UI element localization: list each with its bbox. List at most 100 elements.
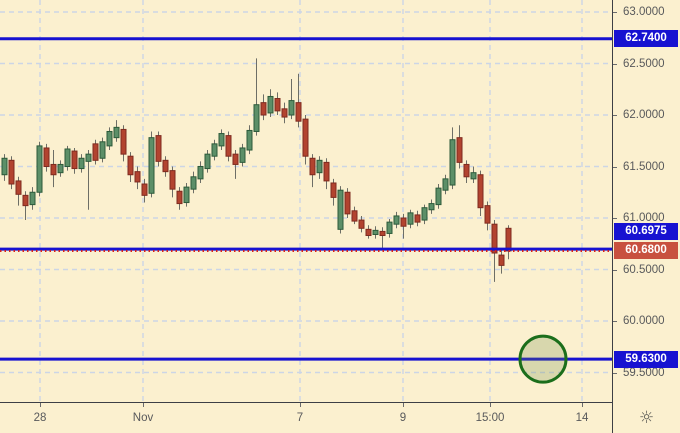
time-tick-mark <box>403 403 404 407</box>
candle-body-up <box>449 139 456 186</box>
price-tick-label: 60.5000 <box>623 263 665 276</box>
time-tick-label: Nov <box>132 412 154 424</box>
candle-body-down <box>232 153 239 165</box>
candle-body-down <box>155 135 162 162</box>
candle-body-down <box>379 230 386 237</box>
candle-body-up <box>337 189 344 230</box>
candle-body-down <box>92 143 99 161</box>
circle-annotation[interactable] <box>518 334 568 384</box>
price-tick-mark <box>613 218 617 219</box>
candle-body-down <box>414 214 421 223</box>
candle-body-up <box>288 100 295 116</box>
candle-body-up <box>57 163 64 174</box>
candle-body-down <box>344 191 351 215</box>
candle-body-down <box>323 161 330 182</box>
candle-body-up <box>190 176 197 190</box>
price-tick-label: 61.0000 <box>623 212 665 224</box>
time-axis[interactable]: 28 Nov 7 9 15:00 14 <box>0 403 613 433</box>
candle-body-up <box>204 153 211 170</box>
candle-body-down <box>134 171 141 183</box>
price-tick-label: 62.5000 <box>623 57 665 70</box>
time-tick-mark <box>300 403 301 407</box>
price-tick-mark <box>613 372 617 374</box>
price-level-badge: 62.7400 <box>614 30 678 48</box>
time-tick-mark <box>40 403 41 407</box>
candle-body-down <box>260 102 267 116</box>
candle-body-down <box>309 157 316 176</box>
candle-body-up <box>85 153 92 162</box>
chart-plot-area[interactable] <box>0 0 613 403</box>
candle-body-down <box>302 118 309 157</box>
candle-body-up <box>393 215 400 225</box>
candle-body-down <box>274 98 281 112</box>
axis-settings-corner: ☼ <box>613 403 680 433</box>
candle-body-down <box>330 182 337 198</box>
candle-body-up <box>372 229 379 235</box>
candle-body-down <box>400 217 407 227</box>
candle-body-up <box>78 157 85 170</box>
candle-body-down <box>491 223 498 254</box>
candle-body-up <box>239 147 246 163</box>
candle-body-up <box>246 129 253 151</box>
candle-body-up <box>470 172 477 180</box>
candle-body-down <box>43 147 50 168</box>
time-tick-mark <box>143 403 144 407</box>
time-tick-label: 15:00 <box>475 412 505 424</box>
candle-body-down <box>498 254 505 266</box>
candle-body-up <box>316 159 323 174</box>
price-tick-mark <box>613 269 617 271</box>
time-tick-label: 28 <box>33 412 47 424</box>
candle-body-down <box>176 190 183 205</box>
candle-body-up <box>211 143 218 157</box>
candle-body-down <box>484 205 491 224</box>
candlestick-chart <box>0 0 612 402</box>
candle-body-up <box>407 212 414 225</box>
candle-body-down <box>120 128 127 155</box>
current-price-badge: 60.6800 <box>614 242 678 260</box>
candle-body-down <box>477 174 484 209</box>
candle-body-up <box>113 126 120 139</box>
price-tick-mark <box>613 115 617 116</box>
price-tick-mark <box>613 321 617 322</box>
candle-body-down <box>22 194 29 207</box>
candle-body-down <box>295 102 302 122</box>
candle-body-up <box>253 104 260 132</box>
price-tick-label: 63.0000 <box>623 6 665 18</box>
candle-body-up <box>428 203 435 211</box>
candle-body-down <box>365 228 372 237</box>
candle-body-down <box>162 159 169 173</box>
candle-body-up <box>183 186 190 204</box>
candle-body-down <box>225 135 232 157</box>
candle-body-up <box>148 137 155 194</box>
candle-body-down <box>15 180 22 195</box>
price-axis[interactable]: 63.0000 62.5000 62.0000 61.5000 61.0000 60.50… <box>613 0 680 402</box>
candle-body-down <box>281 108 288 118</box>
gear-icon[interactable]: ☼ <box>638 407 655 428</box>
price-tick-mark <box>613 166 617 168</box>
price-tick-label: 60.0000 <box>623 315 665 327</box>
candle-body-up <box>106 130 113 147</box>
time-tick-label: 14 <box>575 412 589 424</box>
candle-body-up <box>267 95 274 114</box>
candle-body-up <box>442 178 449 191</box>
candle-body-down <box>8 159 15 185</box>
candle-body-down <box>505 227 512 252</box>
candle-body-down <box>50 163 57 176</box>
price-tick-label: 59.5000 <box>623 366 665 379</box>
candle-body-down <box>169 170 176 190</box>
candle-body-down <box>127 155 134 176</box>
candle-body-down <box>463 163 470 178</box>
candle-body-up <box>197 166 204 180</box>
candle-body-up <box>386 221 393 234</box>
candle-body-up <box>218 133 225 147</box>
price-level-badge: 59.6300 <box>614 350 678 368</box>
price-tick-label: 62.0000 <box>623 109 665 121</box>
candle-body-down <box>141 183 148 196</box>
time-tick-label: 7 <box>296 412 304 424</box>
candle-body-up <box>421 207 428 221</box>
candle-body-up <box>435 187 442 206</box>
candle-body-down <box>456 137 463 163</box>
candle-body-down <box>71 150 78 170</box>
candle-body-up <box>29 191 36 206</box>
